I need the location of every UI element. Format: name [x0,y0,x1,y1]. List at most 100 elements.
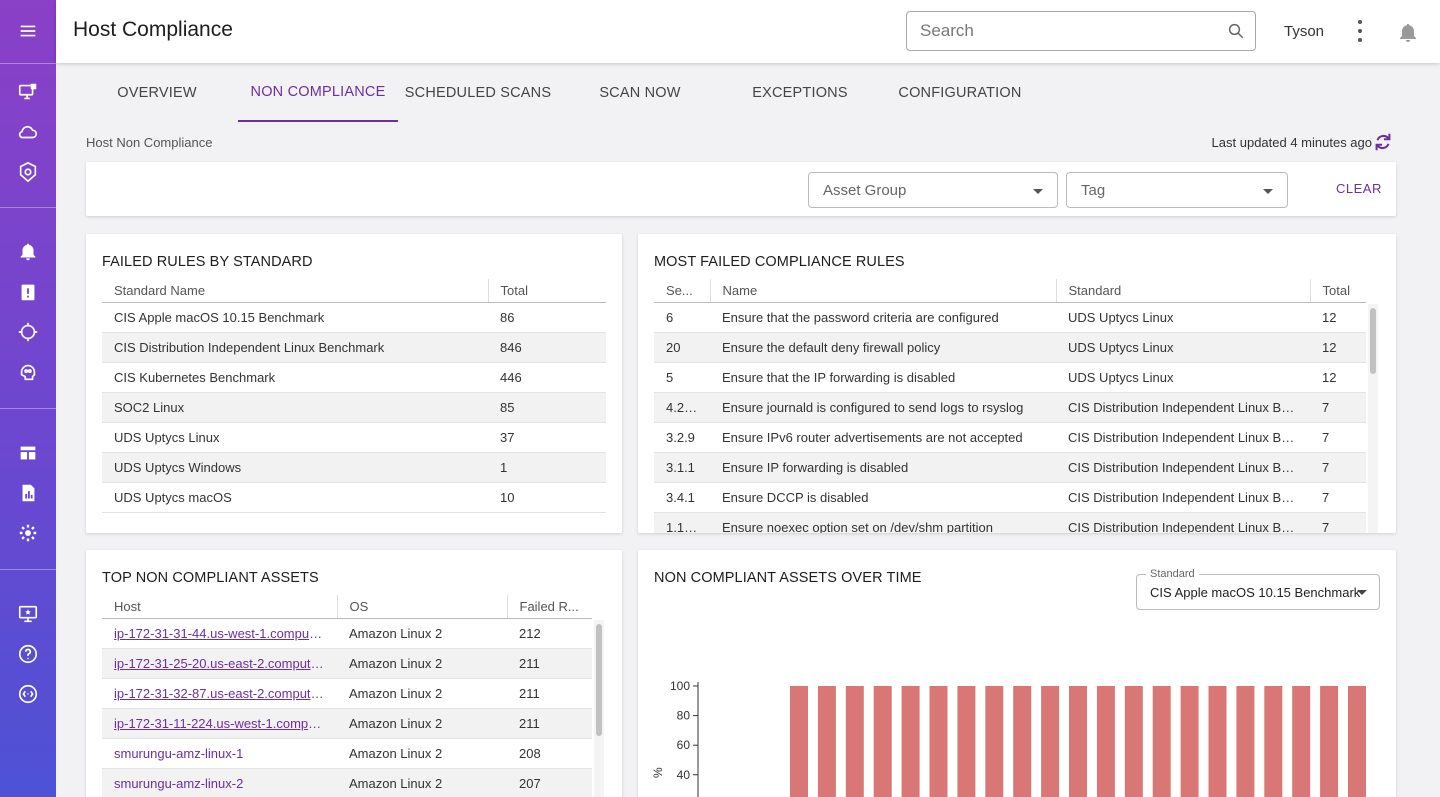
tab-exceptions[interactable]: EXCEPTIONS [752,84,848,101]
search-icon[interactable] [1227,22,1245,40]
asset-group-select[interactable]: Asset Group [808,172,1058,208]
chart-bar[interactable] [1348,686,1366,797]
chart-bar[interactable] [790,686,808,797]
column-header[interactable]: Failed R... [506,595,592,619]
table-row[interactable]: 3.4.1 Ensure DCCP is disabled CIS Distribu… [654,482,1366,513]
table-row[interactable]: 1.1.17 Ensure noexec option set on /dev/s… [654,512,1366,533]
chart-bar[interactable] [1013,686,1032,797]
table-row[interactable]: SOC2 Linux 85 [102,392,606,423]
favorites-screen-icon[interactable] [0,596,56,632]
tab-non-compliance[interactable]: NON COMPLIANCE [238,63,398,122]
table-cell: Amazon Linux 2 [337,618,507,649]
alerts-bell-icon[interactable] [0,234,56,270]
table-row[interactable]: 5 Ensure that the IP forwarding is disabl… [654,362,1366,393]
main-content: OVERVIEW NON COMPLIANCE SCHEDULED SCANS … [56,63,1440,797]
api-icon[interactable] [0,676,56,712]
host-monitor-icon[interactable] [0,74,56,110]
table-row[interactable]: 3.1.1 Ensure IP forwarding is disabled CIS… [654,452,1366,483]
chart-bar[interactable] [985,686,1004,797]
table-cell: 5 [654,362,710,393]
target-icon[interactable] [0,314,56,350]
table-cell: Ensure journald is configured to send lo… [710,392,1056,423]
table-row[interactable]: 3.2.9 Ensure IPv6 router advertisements a… [654,422,1366,453]
table-cell: CIS Distribution Independent Linux Be... [1056,512,1310,533]
chart-bar[interactable] [1096,686,1115,797]
tab-configuration[interactable]: CONFIGURATION [898,84,1022,101]
host-link[interactable]: ip-172-31-31-44.us-west-1.compute.intern… [102,618,337,649]
table-row[interactable]: smurungu-amz-linux-1 Amazon Linux 2 208 [102,738,592,769]
tag-select[interactable]: Tag [1066,172,1288,208]
search-input[interactable] [920,21,1220,41]
host-link[interactable]: ip-172-31-25-20.us-east-2.compute.intern… [102,648,337,679]
chart-bar[interactable] [1180,686,1199,797]
chart-bar[interactable] [845,686,864,797]
table-row[interactable]: UDS Uptycs Linux 37 [102,422,606,453]
chart-bar[interactable] [1069,686,1087,797]
table-cell: 86 [488,302,606,333]
chart-bar[interactable] [901,686,920,797]
table-row[interactable]: CIS Distribution Independent Linux Bench… [102,332,606,363]
kubernetes-icon[interactable] [0,154,56,190]
chart-bar[interactable] [1208,686,1227,797]
chart-bar[interactable] [1152,686,1171,797]
reports-icon[interactable] [0,475,56,511]
table-cell: SOC2 Linux [102,392,488,423]
host-link[interactable]: ip-172-31-32-87.us-east-2.compute.intern… [102,678,337,709]
column-header[interactable]: Name [709,279,1056,303]
chart-bar[interactable] [1124,686,1143,797]
column-header[interactable]: OS [336,595,507,619]
scrollbar-thumb[interactable] [1370,308,1376,374]
user-name[interactable]: Tyson [1284,23,1325,40]
column-header[interactable]: Se... [654,279,710,303]
chart-bar[interactable] [1320,686,1339,797]
chart-bar[interactable] [1264,686,1283,797]
column-header[interactable]: Standard [1055,279,1310,303]
standard-select[interactable]: Standard CIS Apple macOS 10.15 Benchmark [1136,568,1380,610]
table-row[interactable]: CIS Kubernetes Benchmark 446 [102,362,606,393]
table-row[interactable]: UDS Uptycs Windows 1 [102,452,606,483]
host-link[interactable]: ip-172-31-11-224.us-west-1.compute.inter… [102,708,337,739]
refresh-icon[interactable] [1372,131,1394,153]
chart-bar[interactable] [929,686,948,797]
table-row[interactable]: ip-172-31-25-20.us-east-2.compute.intern… [102,648,592,679]
chart-bar[interactable] [1236,686,1255,797]
table-row[interactable]: 4.2.... Ensure journald is configured to … [654,392,1366,423]
notifications-bell-icon[interactable] [1396,20,1420,44]
scrollbar-thumb[interactable] [596,624,602,736]
more-options-icon[interactable] [1352,20,1368,42]
scrollbar[interactable] [594,620,604,797]
table-row[interactable]: UDS Uptycs macOS 10 [102,482,606,513]
chart-bar[interactable] [873,686,892,797]
host-link[interactable]: smurungu-amz-linux-1 [102,738,337,769]
failed-rules-table: Standard Name Total CIS Apple macOS 10.1… [102,279,606,513]
help-icon[interactable] [0,636,56,672]
chart-bar[interactable] [957,686,976,797]
column-header[interactable]: Standard Name [102,279,488,303]
menu-icon[interactable] [0,13,56,49]
chart-bar[interactable] [1292,686,1311,797]
chart-bar[interactable] [817,686,836,797]
incident-icon[interactable] [0,274,56,310]
column-header[interactable]: Total [487,279,606,303]
tab-scan-now[interactable]: SCAN NOW [599,84,681,101]
chart-bar[interactable] [1041,686,1060,797]
search-box[interactable] [906,11,1256,51]
clear-button[interactable]: CLEAR [1336,181,1382,196]
dashboard-icon[interactable] [0,435,56,471]
table-row[interactable]: ip-172-31-31-44.us-west-1.compute.intern… [102,618,592,649]
cloud-icon[interactable] [0,114,56,150]
scrollbar[interactable] [1368,304,1378,533]
settings-gear-icon[interactable] [0,515,56,551]
column-header[interactable]: Host [102,595,337,619]
table-row[interactable]: smurungu-amz-linux-2 Amazon Linux 2 207 [102,768,592,797]
table-row[interactable]: 6 Ensure that the password criteria are c… [654,302,1366,333]
table-row[interactable]: CIS Apple macOS 10.15 Benchmark 86 [102,302,606,333]
table-row[interactable]: ip-172-31-11-224.us-west-1.compute.inter… [102,708,592,739]
table-row[interactable]: ip-172-31-32-87.us-east-2.compute.intern… [102,678,592,709]
threat-intel-icon[interactable] [0,354,56,390]
column-header[interactable]: Total [1309,279,1366,303]
host-link[interactable]: smurungu-amz-linux-2 [102,768,337,797]
tab-scheduled-scans[interactable]: SCHEDULED SCANS [404,84,552,101]
table-row[interactable]: 20 Ensure the default deny firewall polic… [654,332,1366,363]
tab-overview[interactable]: OVERVIEW [117,84,197,101]
